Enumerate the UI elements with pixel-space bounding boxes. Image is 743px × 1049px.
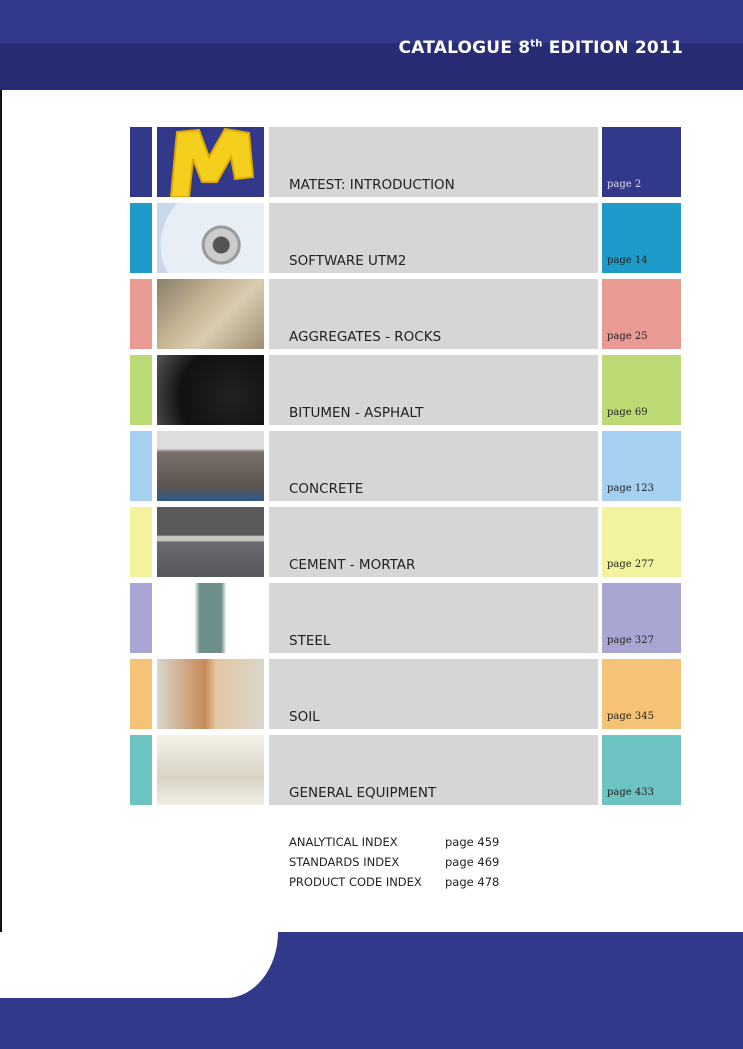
section-color-strip [130,279,152,349]
section-title: STEEL [289,633,331,649]
page-edge-line [0,90,2,932]
section-page: page 327 [607,635,654,646]
section-title-panel: CONCRETE [269,431,598,501]
section-title-panel: BITUMEN - ASPHALT [269,355,598,425]
section-page: page 69 [607,407,648,418]
section-color-strip [130,431,152,501]
section-row[interactable]: MATEST: INTRODUCTION page 2 [130,127,681,197]
section-page-box: page 433 [602,735,681,805]
header-band [0,43,743,90]
section-title: CEMENT - MORTAR [289,557,416,573]
section-page-box: page 69 [602,355,681,425]
section-title-panel: SOIL [269,659,598,729]
section-page: page 277 [607,559,654,570]
section-color-strip [130,583,152,653]
section-row[interactable]: CEMENT - MORTAR page 277 [130,507,681,577]
footer-curve [0,932,278,998]
section-page: page 123 [607,483,654,494]
section-title-panel: GENERAL EQUIPMENT [269,735,598,805]
section-image-soil-cell [157,659,264,729]
section-title-panel: STEEL [269,583,598,653]
section-title-panel: CEMENT - MORTAR [269,507,598,577]
section-image-cd-disc [157,203,264,273]
section-title-panel: SOFTWARE UTM2 [269,203,598,273]
section-title: GENERAL EQUIPMENT [289,785,437,801]
m-logo-icon [169,127,255,197]
section-page-box: page 2 [602,127,681,197]
section-color-strip [130,203,152,273]
section-row[interactable]: AGGREGATES - ROCKS page 25 [130,279,681,349]
section-title: SOFTWARE UTM2 [289,253,407,269]
index-analytical[interactable]: ANALYTICAL INDEX page 459 [289,835,500,849]
section-page: page 345 [607,711,654,722]
section-page-box: page 123 [602,431,681,501]
section-page: page 25 [607,331,648,342]
section-page-box: page 25 [602,279,681,349]
section-image-steel-tester [157,583,264,653]
section-title: CONCRETE [289,481,364,497]
section-row[interactable]: GENERAL EQUIPMENT page 433 [130,735,681,805]
index-product-code[interactable]: PRODUCT CODE INDEX page 478 [289,875,500,889]
section-title: AGGREGATES - ROCKS [289,329,442,345]
section-page: page 14 [607,255,648,266]
section-row[interactable]: SOIL page 345 [130,659,681,729]
section-color-strip [130,507,152,577]
section-title: MATEST: INTRODUCTION [289,177,455,193]
catalogue-title: CATALOGUE 8th EDITION 2011 [398,38,683,58]
section-title: SOIL [289,709,320,725]
section-page-box: page 277 [602,507,681,577]
section-image-rocks [157,279,264,349]
section-row[interactable]: STEEL page 327 [130,583,681,653]
section-color-strip [130,659,152,729]
section-image-concrete-specimen [157,431,264,501]
section-image-balances [157,735,264,805]
section-page-box: page 327 [602,583,681,653]
index-standards[interactable]: STANDARDS INDEX page 469 [289,855,500,869]
section-title-panel: AGGREGATES - ROCKS [269,279,598,349]
section-title-panel: MATEST: INTRODUCTION [269,127,598,197]
section-page-box: page 345 [602,659,681,729]
section-page: page 433 [607,787,654,798]
section-page-box: page 14 [602,203,681,273]
section-color-strip [130,355,152,425]
section-color-strip [130,735,152,805]
top-band [0,0,743,43]
section-image-yellow-m-logo [157,127,264,197]
section-row[interactable]: SOFTWARE UTM2 page 14 [130,203,681,273]
section-title: BITUMEN - ASPHALT [289,405,424,421]
section-color-strip [130,127,152,197]
section-image-cement-mould [157,507,264,577]
section-image-asphalt [157,355,264,425]
section-page: page 2 [607,179,642,190]
section-row[interactable]: CONCRETE page 123 [130,431,681,501]
section-row[interactable]: BITUMEN - ASPHALT page 69 [130,355,681,425]
